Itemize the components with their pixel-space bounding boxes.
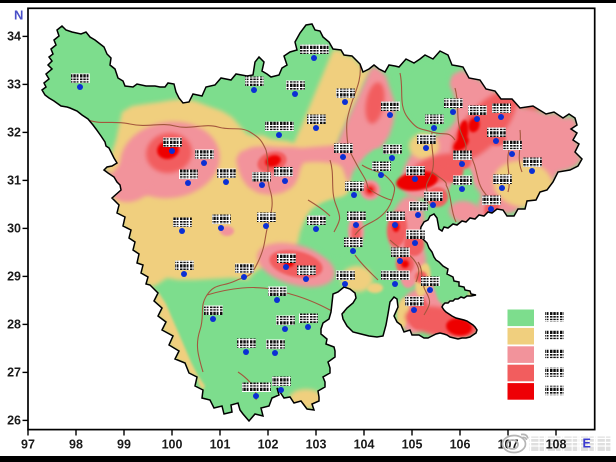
svg-text:30: 30 [7,222,21,236]
svg-text:26: 26 [7,414,21,428]
svg-text:107: 107 [498,438,519,452]
svg-text:27: 27 [7,366,21,380]
svg-text:29: 29 [7,270,21,284]
svg-text:97: 97 [21,438,35,452]
svg-text:99: 99 [117,438,131,452]
svg-text:100: 100 [162,438,183,452]
svg-text:33: 33 [7,78,21,92]
svg-text:34: 34 [7,30,21,44]
svg-text:28: 28 [7,318,21,332]
svg-text:98: 98 [69,438,83,452]
svg-text:104: 104 [354,438,375,452]
svg-text:103: 103 [306,438,327,452]
svg-text:E: E [583,437,591,451]
svg-text:32: 32 [7,126,21,140]
svg-text:N: N [14,8,23,23]
svg-text:102: 102 [258,438,279,452]
svg-text:105: 105 [402,438,423,452]
svg-text:108: 108 [546,438,567,452]
svg-text:106: 106 [450,438,471,452]
svg-text:31: 31 [7,174,21,188]
svg-text:101: 101 [210,438,231,452]
